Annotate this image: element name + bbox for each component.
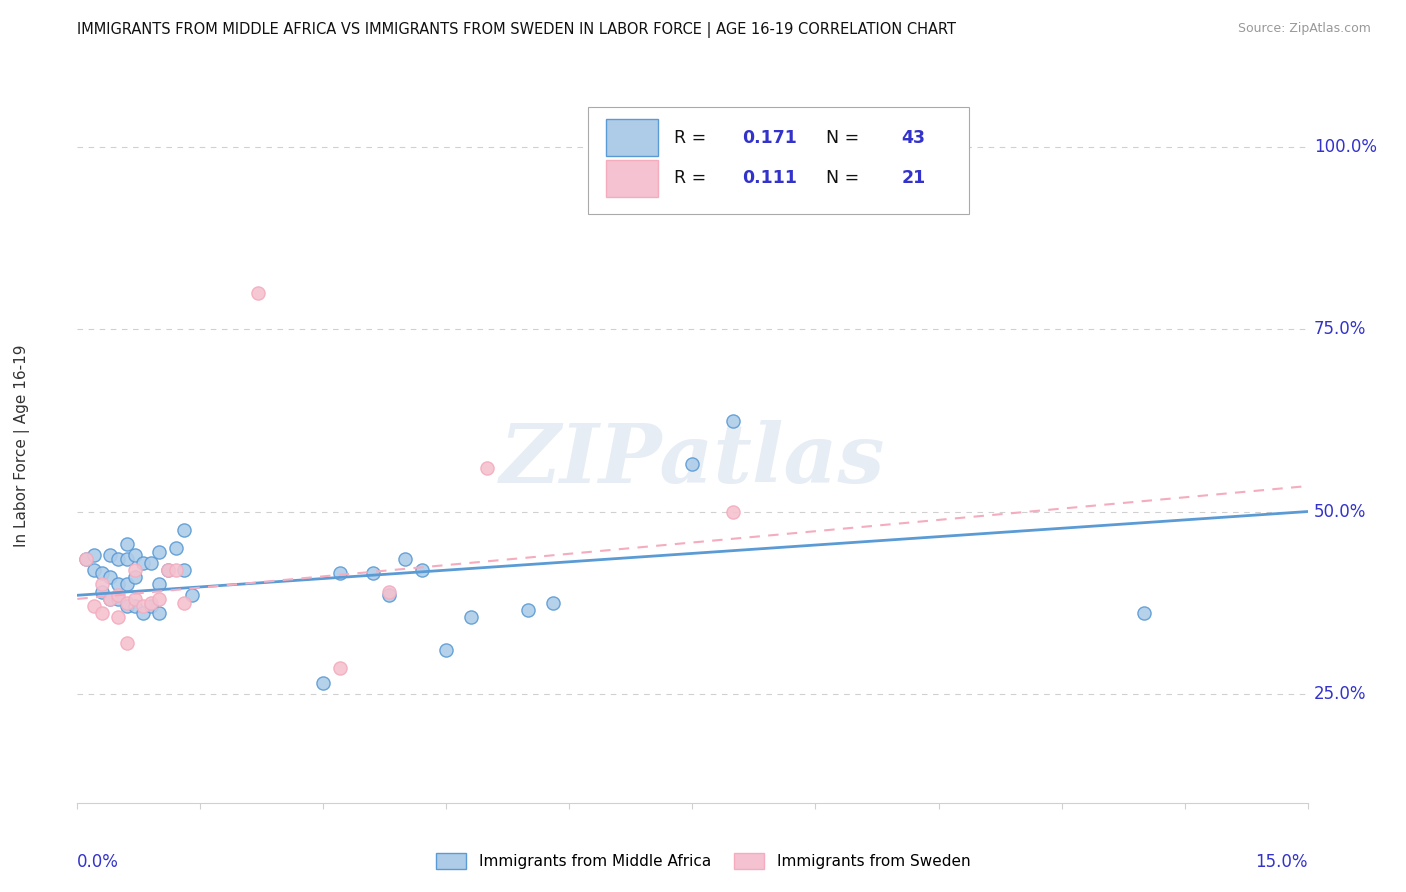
- Point: [107, 577, 129, 591]
- Text: 25.0%: 25.0%: [1313, 684, 1367, 703]
- Point: [124, 599, 146, 614]
- Point: [124, 548, 146, 562]
- Point: [723, 413, 745, 427]
- Point: [124, 570, 146, 584]
- Text: In Labor Force | Age 16-19: In Labor Force | Age 16-19: [14, 344, 30, 548]
- Text: R =: R =: [673, 169, 711, 187]
- Point: [98, 548, 121, 562]
- Point: [460, 610, 482, 624]
- Text: 0.111: 0.111: [742, 169, 797, 187]
- Point: [394, 552, 416, 566]
- Point: [477, 460, 499, 475]
- Point: [132, 599, 155, 614]
- Text: ZIPatlas: ZIPatlas: [499, 420, 886, 500]
- Point: [83, 548, 105, 562]
- Point: [682, 457, 704, 471]
- Point: [156, 563, 179, 577]
- Point: [90, 584, 114, 599]
- Point: [141, 599, 163, 614]
- Point: [173, 563, 195, 577]
- Point: [148, 607, 170, 621]
- Text: Source: ZipAtlas.com: Source: ZipAtlas.com: [1237, 22, 1371, 36]
- Point: [115, 596, 138, 610]
- Point: [107, 588, 129, 602]
- FancyBboxPatch shape: [606, 120, 658, 156]
- Point: [141, 596, 163, 610]
- Text: 43: 43: [901, 128, 925, 146]
- Point: [329, 566, 352, 581]
- Point: [141, 556, 163, 570]
- Point: [115, 577, 138, 591]
- Point: [148, 591, 170, 606]
- Text: 15.0%: 15.0%: [1256, 853, 1308, 871]
- Point: [115, 635, 138, 649]
- Point: [98, 591, 121, 606]
- Text: R =: R =: [673, 128, 711, 146]
- Point: [1132, 607, 1154, 621]
- Point: [181, 588, 204, 602]
- Point: [517, 603, 540, 617]
- Point: [378, 584, 401, 599]
- Text: IMMIGRANTS FROM MIDDLE AFRICA VS IMMIGRANTS FROM SWEDEN IN LABOR FORCE | AGE 16-: IMMIGRANTS FROM MIDDLE AFRICA VS IMMIGRA…: [77, 22, 956, 38]
- Point: [436, 643, 458, 657]
- Point: [83, 599, 105, 614]
- Point: [83, 563, 105, 577]
- Point: [90, 607, 114, 621]
- Point: [115, 552, 138, 566]
- Text: 50.0%: 50.0%: [1313, 502, 1367, 521]
- Point: [173, 596, 195, 610]
- Legend: Immigrants from Middle Africa, Immigrants from Sweden: Immigrants from Middle Africa, Immigrant…: [430, 847, 976, 875]
- Point: [165, 541, 187, 555]
- Point: [329, 661, 352, 675]
- Point: [541, 596, 564, 610]
- Point: [173, 523, 195, 537]
- Point: [124, 563, 146, 577]
- Text: 75.0%: 75.0%: [1313, 320, 1367, 338]
- Point: [90, 566, 114, 581]
- Point: [148, 544, 170, 558]
- Point: [75, 552, 97, 566]
- Point: [132, 607, 155, 621]
- Text: 21: 21: [901, 169, 925, 187]
- Point: [165, 563, 187, 577]
- Point: [124, 591, 146, 606]
- Point: [156, 563, 179, 577]
- Point: [723, 504, 745, 518]
- Point: [98, 591, 121, 606]
- Point: [378, 588, 401, 602]
- Point: [246, 286, 269, 301]
- Point: [90, 577, 114, 591]
- Point: [132, 556, 155, 570]
- Point: [411, 563, 433, 577]
- Text: 0.0%: 0.0%: [77, 853, 120, 871]
- FancyBboxPatch shape: [606, 160, 658, 197]
- Point: [107, 610, 129, 624]
- Point: [98, 570, 121, 584]
- Text: 100.0%: 100.0%: [1313, 138, 1376, 156]
- Text: N =: N =: [815, 169, 865, 187]
- Text: 0.171: 0.171: [742, 128, 797, 146]
- Point: [115, 599, 138, 614]
- Point: [148, 577, 170, 591]
- Point: [361, 566, 384, 581]
- Point: [115, 537, 138, 551]
- Point: [107, 552, 129, 566]
- Point: [312, 675, 335, 690]
- Text: N =: N =: [815, 128, 865, 146]
- Point: [107, 591, 129, 606]
- FancyBboxPatch shape: [588, 107, 969, 214]
- Point: [75, 552, 97, 566]
